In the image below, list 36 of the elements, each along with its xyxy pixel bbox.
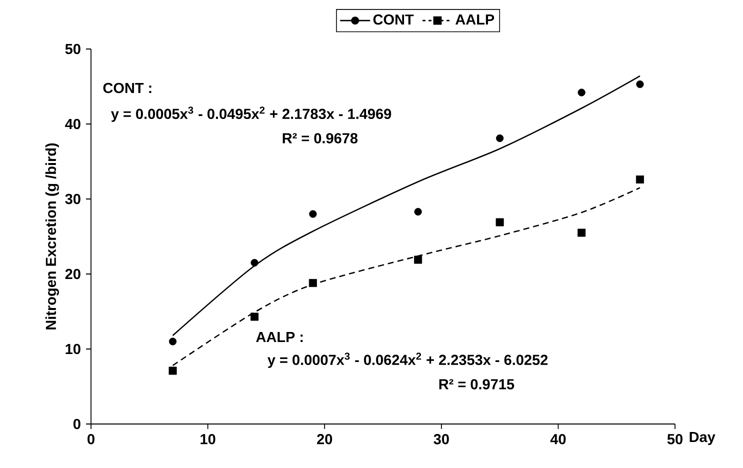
y-tick-label: 30 bbox=[65, 194, 80, 204]
point bbox=[250, 258, 258, 267]
point bbox=[414, 256, 422, 264]
annotation: R² = 0.9715 bbox=[439, 379, 514, 390]
x-axis-title: Day bbox=[690, 432, 716, 446]
y-axis-title: Nitrogen Excretion (g /bird) bbox=[45, 143, 59, 330]
annotation: y = 0.0005x$^{3}$ - 0.0495x$^{2}$ + 2.1783x - 1.4969 bbox=[111, 106, 392, 122]
point bbox=[414, 208, 422, 216]
x-tick-label: 10 bbox=[200, 434, 216, 444]
y-tick-label: 50 bbox=[65, 44, 80, 54]
point bbox=[636, 80, 644, 88]
legend-label: AALP bbox=[456, 14, 494, 24]
point bbox=[496, 218, 504, 226]
x-tick-label: 0 bbox=[88, 434, 94, 444]
x-tick-label: 40 bbox=[550, 434, 566, 444]
y-tick-label: 20 bbox=[65, 268, 80, 280]
point bbox=[496, 134, 504, 142]
y-tick-label: 10 bbox=[66, 344, 80, 354]
x-tick-label: 50 bbox=[667, 434, 682, 444]
x-tick-label: 20 bbox=[317, 434, 332, 444]
point bbox=[578, 88, 586, 96]
point bbox=[309, 210, 317, 218]
annotation: AALP : bbox=[256, 332, 303, 342]
point bbox=[308, 278, 317, 287]
y-tick-label: 0 bbox=[73, 418, 80, 430]
point bbox=[250, 312, 259, 321]
legend-label: CONT bbox=[373, 14, 414, 25]
annotation: y = 0.0007x$^{3}$ - 0.0624x$^{2}$ + 2.2353x - 6.0252 bbox=[268, 352, 548, 368]
point bbox=[168, 366, 177, 375]
annotation: R² = 0.9678 bbox=[282, 133, 358, 144]
x-tick-label: 30 bbox=[434, 434, 449, 444]
point bbox=[578, 228, 586, 237]
point bbox=[168, 338, 177, 346]
annotation: CONT : bbox=[103, 82, 152, 94]
y-tick-label: 40 bbox=[65, 118, 80, 130]
point bbox=[636, 175, 644, 184]
